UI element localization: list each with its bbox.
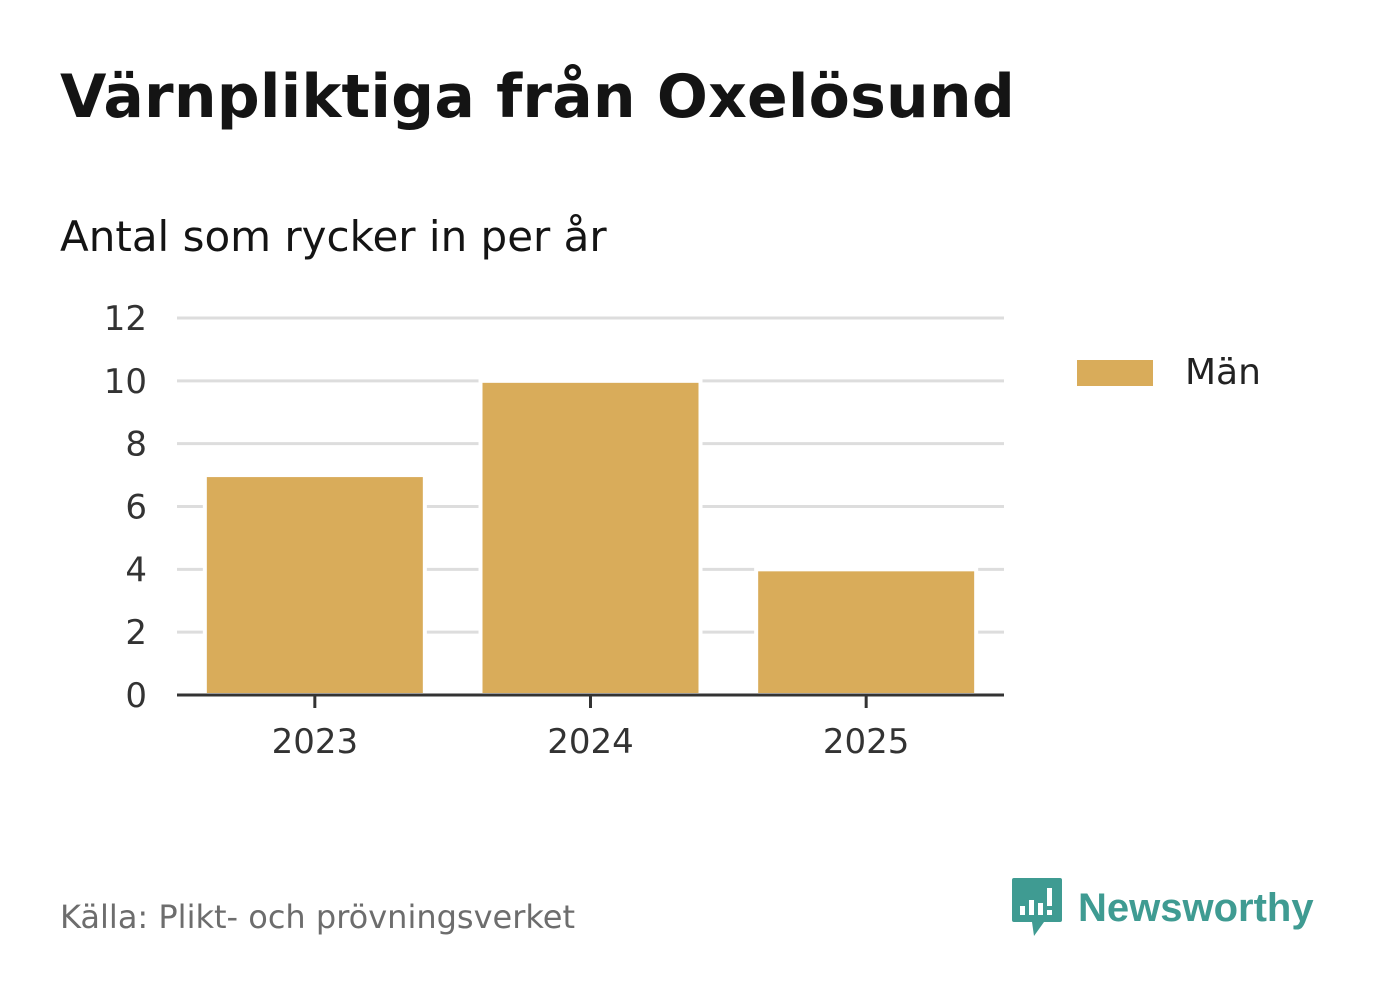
- bar: [478, 378, 703, 697]
- bar: [202, 473, 427, 698]
- bar: [754, 567, 979, 697]
- chart-title: Värnpliktiga från Oxelösund: [60, 62, 1015, 132]
- y-tick-label: 2: [125, 613, 147, 653]
- y-tick-label: 12: [104, 299, 147, 339]
- y-tick-label: 8: [125, 425, 147, 465]
- bar-chart-speech-bubble-icon: [1012, 878, 1062, 936]
- brand-name: Newsworthy: [1078, 885, 1314, 930]
- x-tick-label: 2025: [823, 722, 910, 762]
- source-note: Källa: Plikt- och prövningsverket: [60, 898, 575, 936]
- y-tick-label: 10: [104, 362, 147, 402]
- legend-label: Män: [1185, 352, 1261, 393]
- x-tick-label: 2023: [272, 722, 359, 762]
- y-tick-label: 0: [125, 676, 147, 716]
- y-tick-label: 6: [125, 488, 147, 528]
- x-tick-label: 2024: [547, 722, 634, 762]
- legend: Män: [1077, 352, 1261, 393]
- chart-subtitle: Antal som rycker in per år: [60, 212, 607, 261]
- legend-swatch: [1077, 359, 1153, 386]
- y-tick-label: 4: [125, 550, 147, 590]
- brand-logo: Newsworthy: [1010, 876, 1314, 940]
